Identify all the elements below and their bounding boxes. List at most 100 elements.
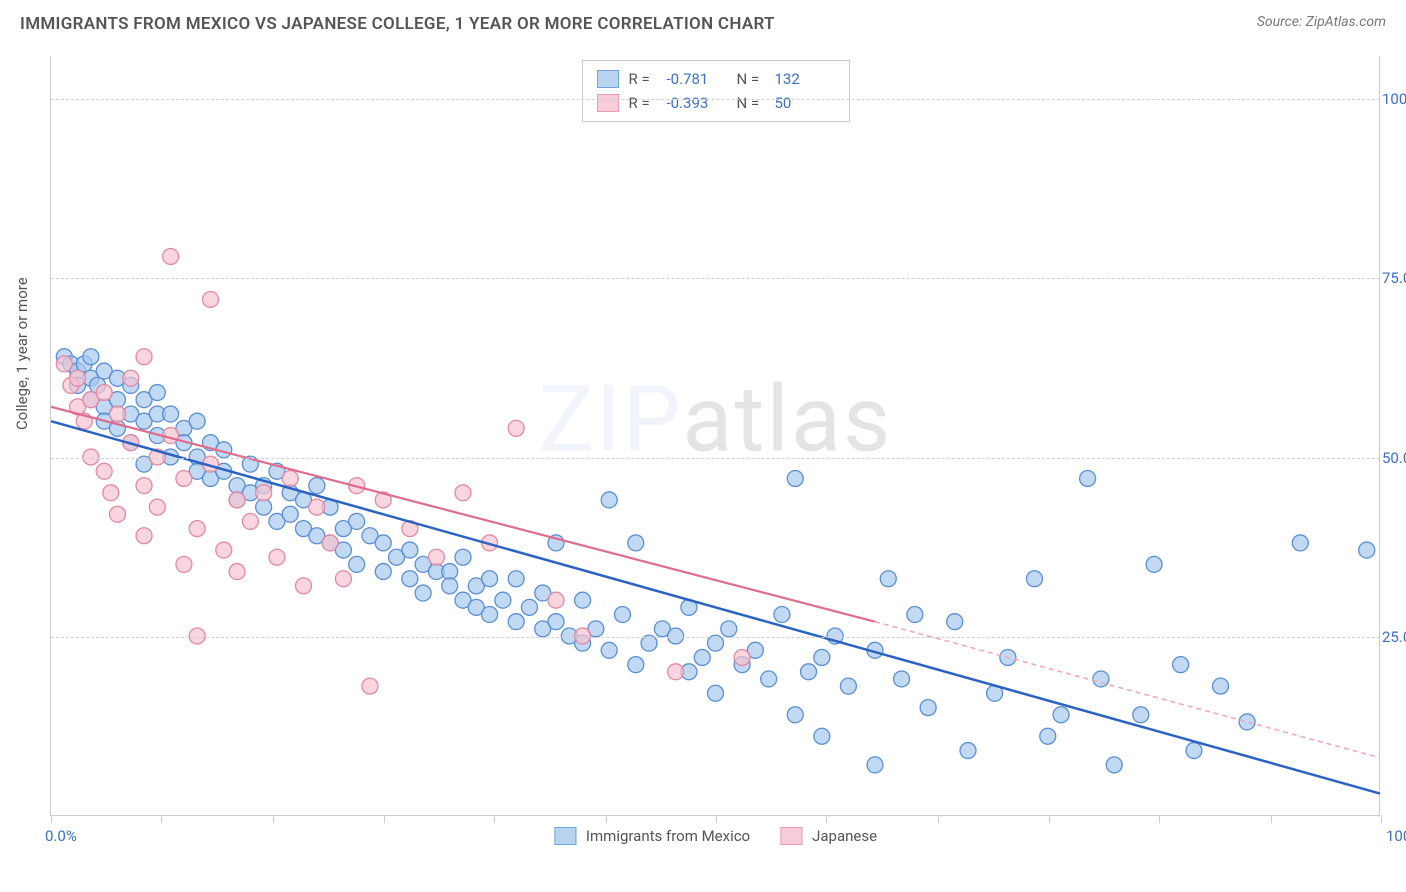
data-point-mexico xyxy=(1173,657,1189,673)
data-point-mexico xyxy=(402,542,418,558)
data-point-mexico xyxy=(801,664,817,680)
data-point-mexico xyxy=(1146,556,1162,572)
data-point-japanese xyxy=(362,678,378,694)
data-point-mexico xyxy=(628,535,644,551)
data-point-mexico xyxy=(521,599,537,615)
data-point-mexico xyxy=(960,743,976,759)
data-point-mexico xyxy=(880,571,896,587)
chart-title: IMMIGRANTS FROM MEXICO VS JAPANESE COLLE… xyxy=(20,14,775,34)
legend-correlation-row: R =-0.393N =50 xyxy=(597,91,835,115)
y-axis-title: College, 1 year or more xyxy=(13,277,31,430)
data-point-japanese xyxy=(136,478,152,494)
data-point-mexico xyxy=(708,685,724,701)
data-point-mexico xyxy=(402,571,418,587)
data-point-mexico xyxy=(814,649,830,665)
data-point-mexico xyxy=(614,607,630,623)
x-tick-label: 0.0% xyxy=(45,827,77,845)
data-point-japanese xyxy=(103,485,119,501)
data-point-japanese xyxy=(70,370,86,386)
data-point-mexico xyxy=(1040,728,1056,744)
data-point-japanese xyxy=(508,420,524,436)
data-point-mexico xyxy=(482,571,498,587)
data-point-mexico xyxy=(1213,678,1229,694)
data-point-mexico xyxy=(1359,542,1375,558)
data-point-mexico xyxy=(907,607,923,623)
data-point-mexico xyxy=(1186,743,1202,759)
y-tick-label: 50.0% xyxy=(1382,449,1406,467)
legend-r-label: R = xyxy=(629,67,657,91)
data-point-japanese xyxy=(322,535,338,551)
data-point-mexico xyxy=(1106,757,1122,773)
legend-correlation: R =-0.781N =132R = -0.393 N = 50 xyxy=(582,60,850,122)
data-point-mexico xyxy=(482,607,498,623)
data-point-mexico xyxy=(349,556,365,572)
data-point-mexico xyxy=(1292,535,1308,551)
data-point-mexico xyxy=(149,385,165,401)
data-point-mexico xyxy=(508,614,524,630)
data-point-japanese xyxy=(269,549,285,565)
data-point-japanese xyxy=(256,485,272,501)
data-point-mexico xyxy=(309,478,325,494)
legend-correlation-row: R =-0.781N =132 xyxy=(597,67,835,91)
legend-n-label: N = xyxy=(737,67,765,91)
data-point-mexico xyxy=(787,470,803,486)
data-point-mexico xyxy=(601,642,617,658)
data-point-mexico xyxy=(575,592,591,608)
data-point-japanese xyxy=(229,564,245,580)
legend-r-value: -0.393 xyxy=(667,91,727,115)
data-point-mexico xyxy=(628,657,644,673)
data-point-japanese xyxy=(136,349,152,365)
legend-series-label: Japanese xyxy=(812,827,877,845)
data-point-mexico xyxy=(163,406,179,422)
data-point-japanese xyxy=(176,556,192,572)
chart-svg xyxy=(51,56,1380,815)
data-point-japanese xyxy=(149,499,165,515)
data-point-mexico xyxy=(761,671,777,687)
data-point-mexico xyxy=(787,707,803,723)
legend-r-label: R = xyxy=(629,91,657,115)
data-point-japanese xyxy=(455,485,471,501)
data-point-mexico xyxy=(508,571,524,587)
data-point-japanese xyxy=(56,356,72,372)
data-point-mexico xyxy=(442,578,458,594)
data-point-japanese xyxy=(548,592,564,608)
y-tick-label: 100.0% xyxy=(1382,90,1406,108)
data-point-japanese xyxy=(216,542,232,558)
legend-n-value: 50 xyxy=(775,91,835,115)
data-point-japanese xyxy=(242,513,258,529)
legend-swatch xyxy=(597,94,619,112)
data-point-mexico xyxy=(947,614,963,630)
data-point-japanese xyxy=(668,664,684,680)
data-point-mexico xyxy=(1080,470,1096,486)
data-point-japanese xyxy=(136,528,152,544)
data-point-japanese xyxy=(309,499,325,515)
data-point-mexico xyxy=(282,506,298,522)
data-point-mexico xyxy=(867,757,883,773)
legend-swatch xyxy=(780,827,802,845)
legend-swatch xyxy=(554,827,576,845)
data-point-mexico xyxy=(721,621,737,637)
chart-plot-area: ZIPatlas R =-0.781N =132R =-0.393N =50 I… xyxy=(50,56,1380,816)
data-point-japanese xyxy=(96,463,112,479)
data-point-japanese xyxy=(229,492,245,508)
data-point-mexico xyxy=(840,678,856,694)
data-point-mexico xyxy=(349,513,365,529)
data-point-japanese xyxy=(96,385,112,401)
data-point-mexico xyxy=(1133,707,1149,723)
data-point-mexico xyxy=(548,614,564,630)
data-point-japanese xyxy=(282,470,298,486)
data-point-japanese xyxy=(176,470,192,486)
y-tick-label: 75.0% xyxy=(1382,269,1406,287)
data-point-mexico xyxy=(1239,714,1255,730)
data-point-mexico xyxy=(375,535,391,551)
legend-series-label: Immigrants from Mexico xyxy=(586,827,750,845)
data-point-japanese xyxy=(296,578,312,594)
data-point-mexico xyxy=(1026,571,1042,587)
y-tick-label: 25.0% xyxy=(1382,628,1406,646)
data-point-mexico xyxy=(495,592,511,608)
data-point-mexico xyxy=(375,564,391,580)
legend-series-item: Immigrants from Mexico xyxy=(554,827,750,845)
data-point-mexico xyxy=(83,349,99,365)
legend-series-item: Japanese xyxy=(780,827,877,845)
data-point-japanese xyxy=(123,370,139,386)
